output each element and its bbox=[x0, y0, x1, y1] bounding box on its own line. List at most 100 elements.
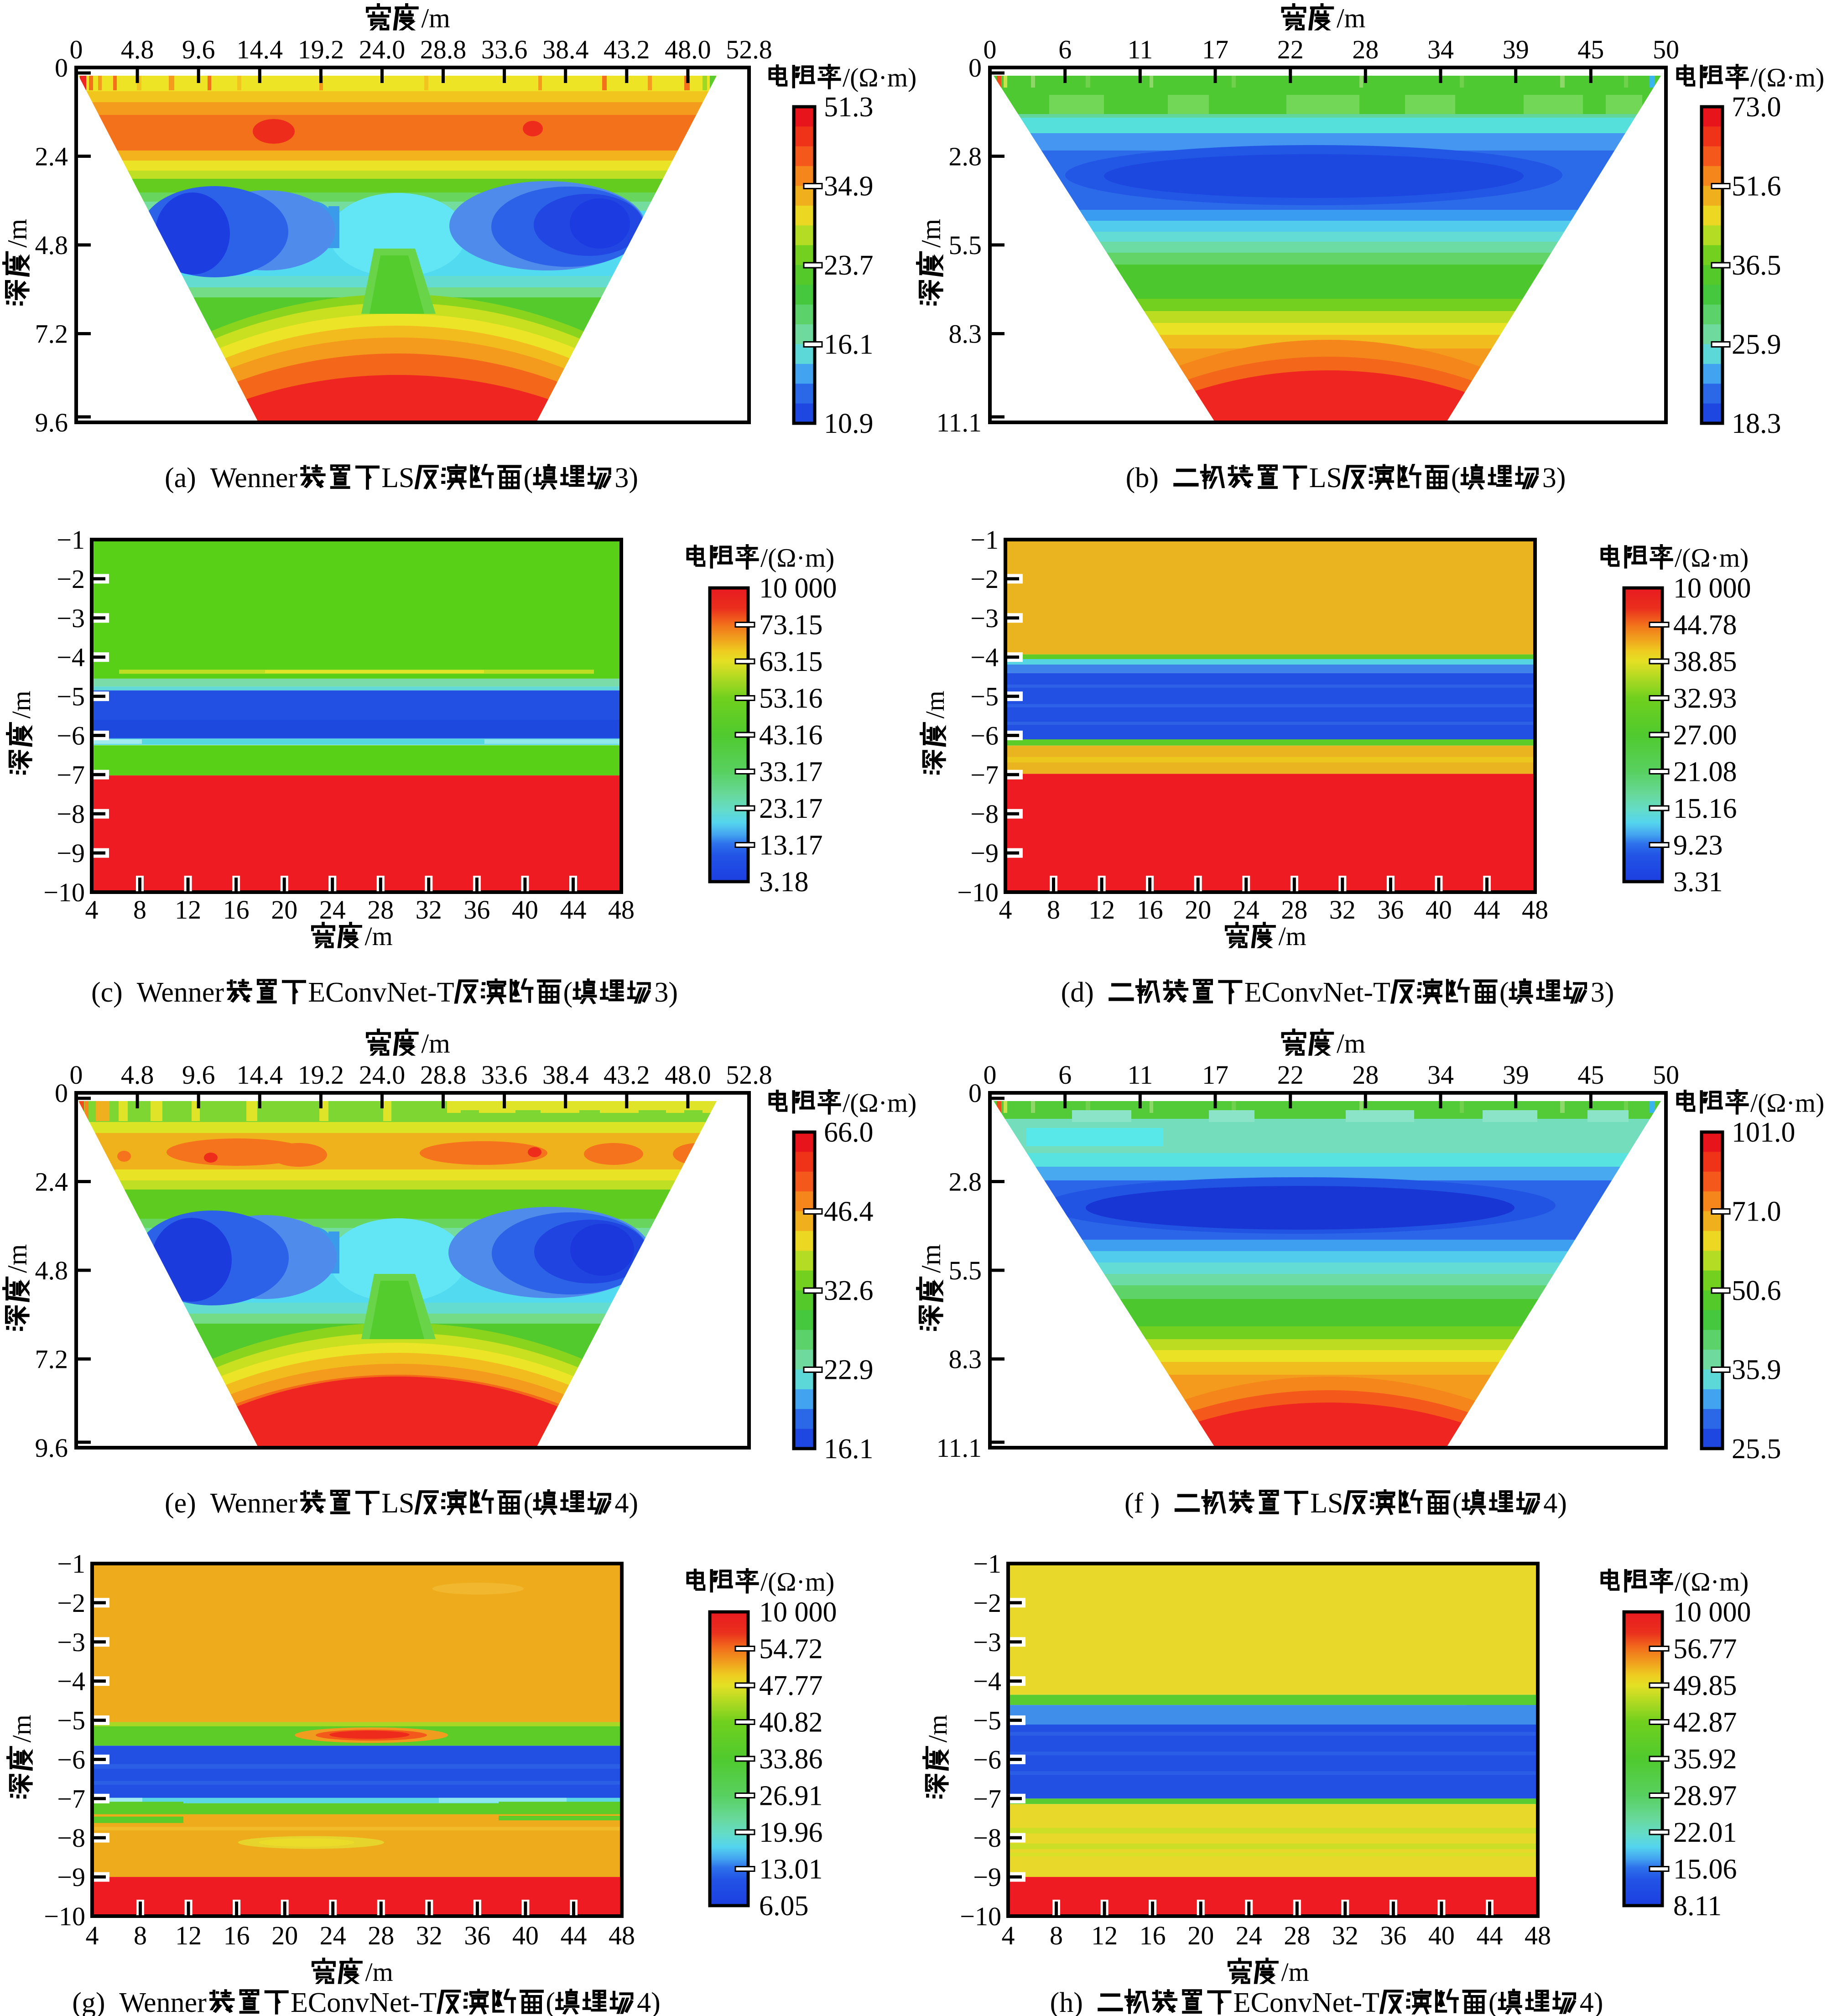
svg-text:Wenner: Wenner bbox=[210, 462, 298, 494]
svg-text:44.78: 44.78 bbox=[1673, 610, 1737, 641]
svg-text:−7: −7 bbox=[57, 760, 85, 790]
svg-text:4): 4) bbox=[637, 1987, 661, 2016]
svg-text:43.2: 43.2 bbox=[604, 1060, 650, 1090]
svg-text:0: 0 bbox=[70, 1060, 83, 1090]
svg-text:/m: /m bbox=[365, 1957, 393, 1987]
svg-text:−5: −5 bbox=[970, 682, 999, 712]
svg-text:4): 4) bbox=[614, 1488, 638, 1519]
svg-text:44: 44 bbox=[560, 895, 587, 925]
svg-text:32: 32 bbox=[416, 1921, 442, 1950]
svg-text:66.0: 66.0 bbox=[824, 1117, 874, 1148]
svg-text:44: 44 bbox=[1474, 895, 1500, 925]
svg-text:24: 24 bbox=[1233, 895, 1260, 925]
svg-text:(: ( bbox=[524, 1488, 533, 1519]
svg-text:28: 28 bbox=[368, 1921, 394, 1950]
svg-text:18.3: 18.3 bbox=[1732, 408, 1781, 439]
svg-text:−6: −6 bbox=[57, 721, 85, 750]
svg-text:24: 24 bbox=[320, 1921, 346, 1950]
svg-text:48: 48 bbox=[609, 1921, 635, 1950]
svg-text:−9: −9 bbox=[57, 1862, 85, 1892]
svg-text:/(Ω·m): /(Ω·m) bbox=[1675, 1567, 1749, 1597]
svg-text:0: 0 bbox=[70, 35, 83, 64]
svg-text:16.1: 16.1 bbox=[824, 1434, 874, 1465]
svg-text:/(Ω·m): /(Ω·m) bbox=[760, 1567, 834, 1597]
svg-text:50: 50 bbox=[1653, 1060, 1679, 1090]
svg-text:−10: −10 bbox=[44, 1902, 85, 1931]
svg-text:4.8: 4.8 bbox=[35, 1256, 68, 1285]
svg-text:3): 3) bbox=[614, 462, 638, 494]
svg-text:−8: −8 bbox=[57, 1823, 85, 1853]
svg-text:−9: −9 bbox=[57, 838, 85, 868]
svg-text:44: 44 bbox=[1477, 1921, 1503, 1950]
svg-text:11: 11 bbox=[1127, 35, 1153, 64]
svg-text:(h): (h) bbox=[1050, 1987, 1083, 2016]
svg-text:28.8: 28.8 bbox=[420, 35, 467, 64]
svg-text:4: 4 bbox=[86, 1921, 99, 1950]
svg-text:35.92: 35.92 bbox=[1673, 1744, 1737, 1775]
svg-text:−6: −6 bbox=[57, 1745, 85, 1774]
svg-text:22: 22 bbox=[1277, 1060, 1304, 1090]
svg-text:(e): (e) bbox=[165, 1488, 196, 1519]
svg-text:10 000: 10 000 bbox=[759, 1597, 837, 1628]
svg-text:28: 28 bbox=[1281, 895, 1307, 925]
svg-text:20: 20 bbox=[1185, 895, 1211, 925]
svg-text:9.6: 9.6 bbox=[182, 35, 215, 64]
svg-text:36: 36 bbox=[463, 895, 490, 925]
svg-text:22: 22 bbox=[1277, 35, 1304, 64]
svg-text:(g): (g) bbox=[72, 1987, 105, 2016]
svg-text:6: 6 bbox=[1058, 35, 1072, 64]
svg-text:13.17: 13.17 bbox=[759, 830, 823, 861]
svg-text:32.6: 32.6 bbox=[824, 1275, 874, 1306]
svg-text:−4: −4 bbox=[970, 643, 999, 672]
svg-text:−3: −3 bbox=[973, 1627, 1001, 1657]
svg-text:10 000: 10 000 bbox=[1673, 573, 1751, 604]
svg-text:10.9: 10.9 bbox=[824, 408, 874, 439]
svg-text:3): 3) bbox=[1542, 462, 1566, 494]
svg-text:4.8: 4.8 bbox=[121, 35, 154, 64]
svg-text:4: 4 bbox=[85, 895, 99, 925]
svg-text:13.01: 13.01 bbox=[759, 1854, 823, 1885]
svg-text:−10: −10 bbox=[957, 878, 999, 907]
svg-text:−1: −1 bbox=[970, 525, 999, 555]
svg-text:/(Ω·m): /(Ω·m) bbox=[1750, 63, 1824, 93]
svg-text:−6: −6 bbox=[973, 1745, 1001, 1774]
svg-text:−3: −3 bbox=[57, 603, 85, 633]
svg-text:LS: LS bbox=[381, 462, 414, 494]
svg-text:/m: /m bbox=[422, 1029, 450, 1059]
svg-text:12: 12 bbox=[175, 895, 201, 925]
svg-text:12: 12 bbox=[1088, 895, 1115, 925]
svg-text:EConvNet-T: EConvNet-T bbox=[1233, 1987, 1379, 2016]
svg-text:24: 24 bbox=[1236, 1921, 1262, 1950]
svg-text:40: 40 bbox=[1426, 895, 1452, 925]
svg-text:4.8: 4.8 bbox=[35, 230, 68, 260]
svg-text:45: 45 bbox=[1577, 1060, 1604, 1090]
svg-text:16: 16 bbox=[1140, 1921, 1166, 1950]
svg-text:/m: /m bbox=[6, 691, 36, 718]
svg-text:0: 0 bbox=[984, 35, 997, 64]
svg-text:49.85: 49.85 bbox=[1673, 1670, 1737, 1701]
svg-text:32: 32 bbox=[1329, 895, 1356, 925]
svg-text:/m: /m bbox=[1279, 921, 1306, 951]
svg-text:−7: −7 bbox=[970, 760, 999, 790]
svg-text:48.0: 48.0 bbox=[665, 35, 711, 64]
svg-text:33.6: 33.6 bbox=[481, 1060, 528, 1090]
svg-text:−2: −2 bbox=[970, 564, 999, 594]
svg-text:16.1: 16.1 bbox=[824, 329, 874, 360]
svg-text:−7: −7 bbox=[57, 1784, 85, 1813]
svg-text:7.2: 7.2 bbox=[35, 319, 68, 349]
svg-text:(a): (a) bbox=[165, 462, 196, 494]
svg-text:36: 36 bbox=[1377, 895, 1404, 925]
svg-text:33.86: 33.86 bbox=[759, 1744, 823, 1775]
svg-text:19.96: 19.96 bbox=[759, 1817, 823, 1848]
svg-text:/(Ω·m): /(Ω·m) bbox=[843, 1088, 916, 1118]
svg-text:10 000: 10 000 bbox=[759, 573, 837, 604]
svg-text:48: 48 bbox=[1525, 1921, 1551, 1950]
svg-text:4): 4) bbox=[1580, 1987, 1603, 2016]
svg-text:2.4: 2.4 bbox=[35, 1167, 68, 1197]
svg-text:2.8: 2.8 bbox=[949, 1167, 982, 1197]
svg-text:/m: /m bbox=[916, 1244, 946, 1273]
svg-text:24.0: 24.0 bbox=[359, 1060, 406, 1090]
svg-text:6: 6 bbox=[1058, 1060, 1072, 1090]
svg-text:32: 32 bbox=[416, 895, 442, 925]
svg-text:52.8: 52.8 bbox=[726, 35, 772, 64]
